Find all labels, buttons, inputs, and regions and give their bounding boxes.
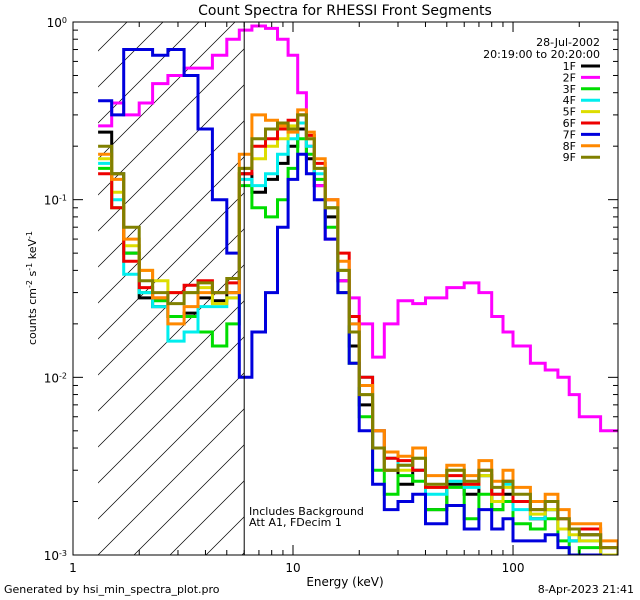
hatch-line [133, 444, 245, 555]
hatch-line [98, 264, 245, 412]
x-axis-label: Energy (keV) [306, 575, 383, 589]
hatch-line [98, 84, 245, 232]
hatch-line [98, 22, 200, 124]
legend-label-1F: 1F [563, 60, 576, 73]
legend-label-7F: 7F [563, 128, 576, 141]
x-tick-label: 100 [502, 561, 525, 575]
legend-label-2F: 2F [563, 71, 576, 84]
legend-label-8F: 8F [563, 140, 576, 153]
footer-generated-by: Generated by hsi_min_spectra_plot.pro [4, 583, 220, 596]
legend-label-3F: 3F [563, 83, 576, 96]
date-label: 28-Jul-2002 [536, 36, 600, 49]
hatch-line [98, 192, 245, 340]
legend-label-6F: 6F [563, 117, 576, 130]
legend-label-9F: 9F [563, 151, 576, 164]
legend-label-5F: 5F [563, 106, 576, 119]
series-group [98, 24, 618, 555]
chart-title: Count Spectra for RHESSI Front Segments [198, 3, 492, 19]
hatch-line [98, 408, 245, 555]
legend-label-4F: 4F [563, 94, 576, 107]
annotation-background: Includes Background [249, 505, 364, 518]
hatch-line [169, 480, 245, 555]
footer-timestamp: 8-Apr-2023 21:41 [537, 583, 634, 596]
y-axis-label: counts cm-2 s-1 keV-1 [25, 231, 40, 345]
hatch-line [98, 22, 236, 160]
annotation-attenuator: Att A1, FDecim 1 [249, 516, 342, 529]
series-line-9F [98, 113, 618, 555]
plot-frame [72, 21, 619, 556]
hatch-line [98, 372, 245, 520]
time-range-label: 20:19:00 to 20:20:00 [483, 48, 600, 61]
hatch-line [98, 48, 245, 196]
x-tick-label: 1 [69, 561, 77, 575]
x-tick-label: 10 [285, 561, 300, 575]
